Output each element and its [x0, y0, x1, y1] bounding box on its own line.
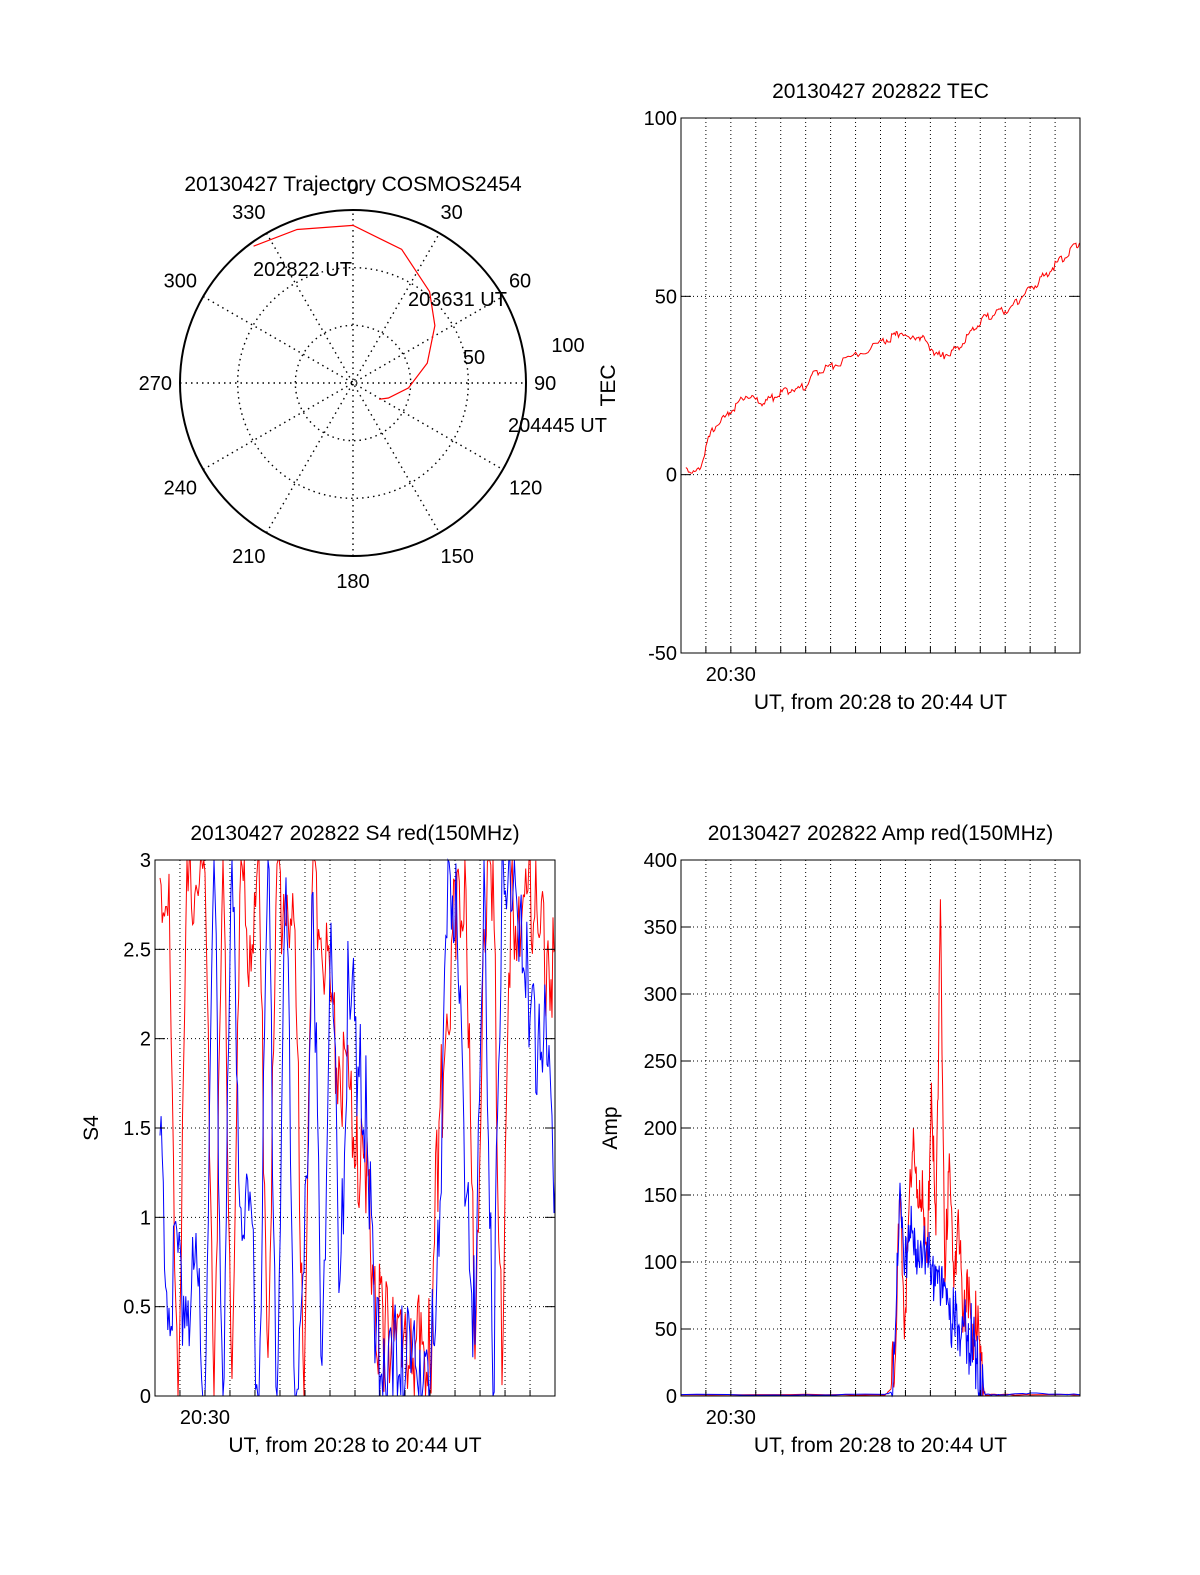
y-tick-label: 0 — [666, 465, 677, 487]
x-axis-label: UT, from 20:28 to 20:44 UT — [754, 1434, 1007, 1457]
trajectory-mid-label: 203631 UT — [408, 289, 507, 311]
series-line — [159, 858, 556, 1397]
chart-title: 20130427 202822 Amp red(150MHz) — [708, 822, 1054, 845]
series-line — [681, 899, 1081, 1397]
azimuth-label: 60 — [509, 271, 531, 293]
y-axis-label: TEC — [597, 365, 620, 407]
y-tick-label: 0.5 — [123, 1297, 151, 1319]
azimuth-label: 150 — [441, 546, 474, 568]
y-axis-label: Amp — [599, 1106, 622, 1149]
polar-outer-ring — [179, 209, 527, 557]
x-axis-label: UT, from 20:28 to 20:44 UT — [228, 1434, 481, 1457]
y-axis-label: S4 — [80, 1115, 103, 1141]
azimuth-label: 330 — [232, 202, 265, 224]
azimuth-label: 120 — [509, 478, 542, 500]
horizontal-gridlines — [681, 926, 1080, 1330]
azimuth-label: 300 — [164, 271, 197, 293]
x-ticks: 20:30 — [179, 1390, 531, 1429]
series-group — [680, 899, 1081, 1398]
trajectory-end-label: 204445 UT — [508, 415, 607, 437]
x-tick-label: 20:30 — [180, 1407, 230, 1429]
y-tick-label: 1.5 — [123, 1118, 151, 1140]
chart-title: 20130427 202822 TEC — [772, 80, 989, 103]
azimuth-label: 270 — [139, 373, 172, 395]
x-tick-label: 20:30 — [706, 1407, 756, 1429]
amp-chart: 20130427 202822 Amp red(150MHz) 0 50 100 150… — [599, 822, 1081, 1457]
polar-ring — [294, 324, 412, 442]
y-tick-label: 2 — [140, 1029, 151, 1051]
y-tick-label: 150 — [644, 1185, 677, 1207]
y-tick-label: 50 — [655, 286, 677, 308]
vertical-gridlines — [705, 860, 1056, 1396]
polar-ring — [236, 266, 470, 500]
series-line — [159, 859, 556, 1397]
y-tick-label: 300 — [644, 984, 677, 1006]
y-tick-label: 50 — [655, 1319, 677, 1341]
polar-azimuth-labels: 0 30 60 90 120 150 180 210 240 270 300 330 — [139, 177, 557, 593]
radial-label: 50 — [463, 347, 485, 369]
x-ticks: 20:30 — [705, 647, 1056, 686]
y-tick-label: 3 — [140, 850, 151, 872]
y-tick-label: 100 — [644, 1252, 677, 1274]
y-tick-label: 0 — [140, 1386, 151, 1408]
y-ticks: 0 50 100 150 200 250 300 350 400 — [644, 850, 1080, 1408]
s4-chart: 20130427 202822 S4 red(150MHz) 0 0.5 1 1.5 2 2… — [80, 822, 556, 1457]
horizontal-gridlines — [155, 948, 555, 1308]
y-tick-label: -50 — [648, 643, 677, 665]
polar-grid — [179, 209, 527, 557]
tec-chart: 20130427 202822 TEC -50 0 50 100 20:30 UT, fro… — [597, 80, 1081, 714]
y-tick-label: 1 — [140, 1207, 151, 1229]
y-ticks: 0 0.5 1 1.5 2 2.5 3 — [123, 850, 555, 1408]
azimuth-label: 240 — [164, 478, 197, 500]
y-tick-label: 350 — [644, 917, 677, 939]
radial-label: 100 — [551, 335, 584, 357]
azimuth-label: 0 — [347, 177, 358, 199]
y-ticks: -50 0 50 100 — [644, 108, 1080, 665]
y-tick-label: 0 — [666, 1386, 677, 1408]
azimuth-label: 180 — [336, 571, 369, 593]
polar-radial-labels: 50 100 — [463, 335, 585, 369]
trajectory-start-label: 202822 UT — [253, 259, 352, 281]
trajectory-line — [253, 224, 436, 400]
y-tick-label: 100 — [644, 108, 677, 130]
series-group — [159, 858, 556, 1397]
vertical-gridlines — [705, 118, 1056, 653]
horizontal-gridlines — [681, 295, 1080, 476]
azimuth-label: 210 — [232, 546, 265, 568]
azimuth-label: 90 — [534, 373, 556, 395]
y-tick-label: 250 — [644, 1051, 677, 1073]
y-tick-label: 200 — [644, 1118, 677, 1140]
polar-point-labels: 202822 UT 203631 UT 204445 UT — [253, 259, 607, 437]
azimuth-label: 30 — [441, 202, 463, 224]
polar-trajectory-chart: 20130427 Trajectory COSMOS2454 0 30 60 90 12… — [139, 173, 607, 593]
polar-spoke — [202, 295, 504, 471]
y-tick-label: 400 — [644, 850, 677, 872]
polar-trajectory — [253, 224, 436, 400]
series-line — [685, 242, 1081, 474]
x-tick-label: 20:30 — [706, 664, 756, 686]
y-tick-label: 2.5 — [123, 939, 151, 961]
polar-spoke — [202, 295, 504, 471]
x-ticks: 20:30 — [705, 1390, 1056, 1429]
x-axis-label: UT, from 20:28 to 20:44 UT — [754, 691, 1007, 714]
chart-title: 20130427 202822 S4 red(150MHz) — [190, 822, 519, 845]
polar-title: 20130427 Trajectory COSMOS2454 — [184, 173, 522, 196]
series-group — [685, 242, 1081, 474]
